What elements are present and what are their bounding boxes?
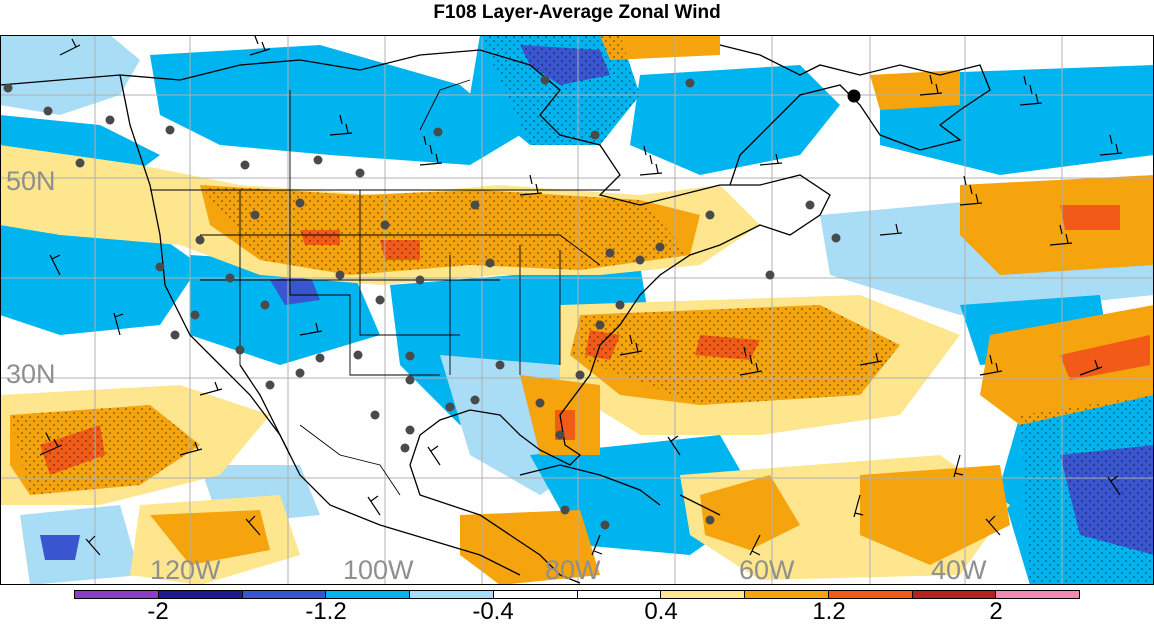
colorbar-segment bbox=[75, 591, 159, 598]
colorbar-segment bbox=[242, 591, 327, 598]
colorbar-segment bbox=[661, 591, 745, 598]
lon-label-100w: 100W bbox=[343, 555, 414, 585]
colorbar-tick-label: -1.2 bbox=[305, 598, 347, 625]
map-title: F108 Layer-Average Zonal Wind bbox=[433, 2, 721, 23]
lat-label-30n: 30N bbox=[6, 359, 56, 389]
colorbar-segment bbox=[912, 591, 997, 598]
wind-barbs bbox=[39, 35, 1123, 556]
colorbar-segment bbox=[996, 591, 1079, 598]
colorbar bbox=[74, 590, 1080, 599]
highlighted-station-marker bbox=[847, 89, 861, 103]
lat-lon-grid bbox=[0, 35, 1154, 585]
political-borders bbox=[150, 79, 620, 496]
station-markers bbox=[3, 75, 841, 530]
colorbar-tick-label: 1.2 bbox=[812, 598, 846, 625]
colorbar-segment bbox=[158, 591, 243, 598]
lon-label-120w: 120W bbox=[150, 555, 221, 585]
colorbar-tick-label: -0.4 bbox=[472, 598, 514, 625]
colorbar-segment bbox=[828, 591, 913, 598]
wind-map bbox=[0, 35, 1154, 585]
colorbar-segment bbox=[577, 591, 662, 598]
lon-label-60w: 60W bbox=[739, 555, 795, 585]
colorbar-tick-label: -2 bbox=[147, 598, 169, 625]
colorbar-tick-label: 2 bbox=[989, 598, 1003, 625]
colorbar-segment bbox=[745, 591, 829, 598]
colorbar-tick-label: 0.4 bbox=[644, 598, 678, 625]
lat-label-50n: 50N bbox=[6, 166, 56, 196]
lon-label-40w: 40W bbox=[931, 555, 987, 585]
colorbar-segment bbox=[410, 591, 494, 598]
colorbar-segment bbox=[493, 591, 578, 598]
coastlines bbox=[0, 44, 991, 584]
lon-label-80w: 80W bbox=[545, 555, 601, 585]
colorbar-segment bbox=[326, 591, 410, 598]
